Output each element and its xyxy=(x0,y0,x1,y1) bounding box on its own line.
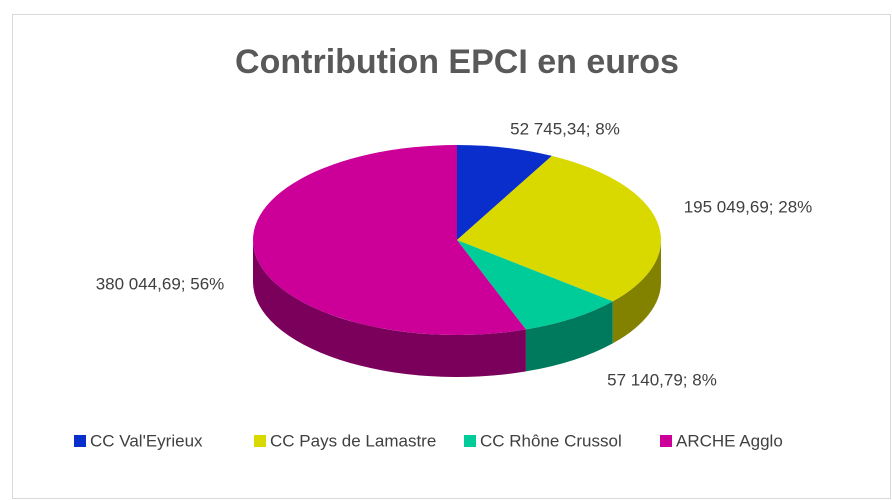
data-label: 195 049,69; 28% xyxy=(684,197,813,216)
pie-slice xyxy=(457,240,613,330)
legend-label: CC Val'Eyrieux xyxy=(90,431,203,450)
pie-side xyxy=(253,240,526,377)
legend-swatch xyxy=(660,435,672,447)
legend-label: CC Pays de Lamastre xyxy=(270,431,436,450)
legend-swatch xyxy=(464,435,476,447)
chart-title: Contribution EPCI en euros xyxy=(235,43,679,81)
legend-label: ARCHE Agglo xyxy=(676,431,783,450)
pie-side xyxy=(525,301,613,372)
pie-slice xyxy=(457,155,661,302)
pie-slice xyxy=(457,145,552,240)
pie-side xyxy=(612,240,661,344)
pie-slice xyxy=(253,145,526,335)
legend-swatch xyxy=(254,435,266,447)
data-label: 380 044,69; 56% xyxy=(96,274,225,293)
legend-swatch xyxy=(74,435,86,447)
data-label: 57 140,79; 8% xyxy=(607,370,717,389)
data-label: 52 745,34; 8% xyxy=(510,119,620,138)
legend-label: CC Rhône Crussol xyxy=(480,431,622,450)
